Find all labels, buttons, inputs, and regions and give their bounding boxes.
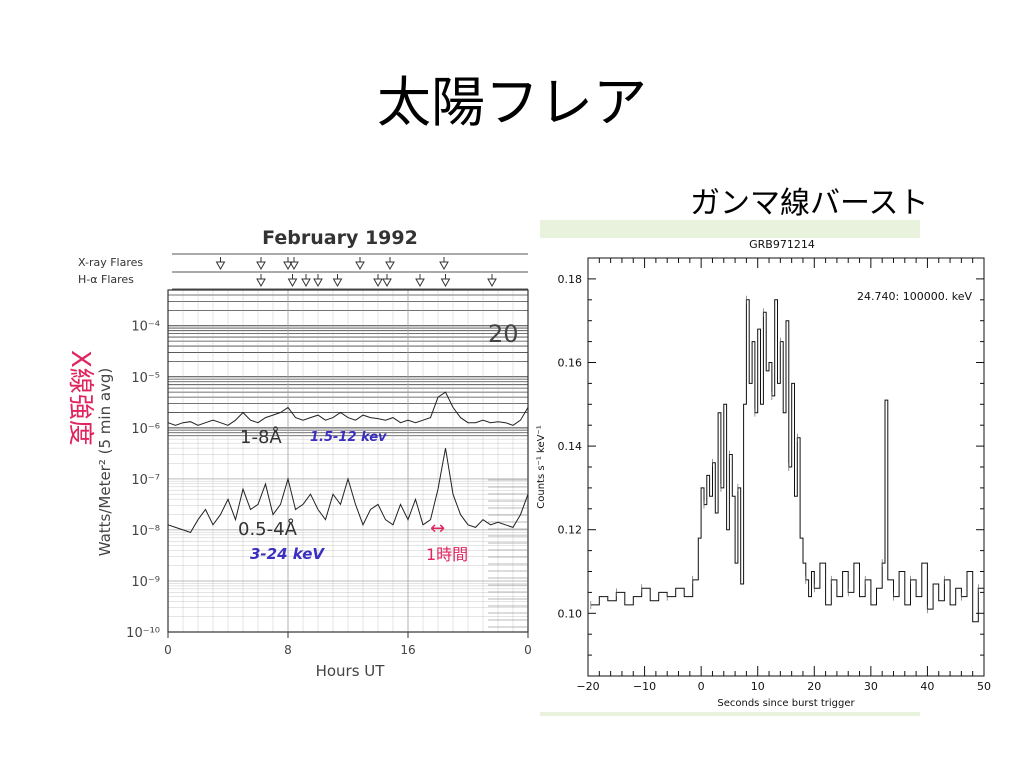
halpha-flare-marker [487,278,497,288]
flare-marker-rows [172,253,528,290]
halpha-flare-marker [287,278,298,288]
red-axis-note: X線強度 [65,350,95,446]
grb-y-tick-label: 0.10 [558,607,583,620]
grb-x-tick-label: 0 [698,680,705,693]
band2-label: 0.5-4Å [238,518,298,540]
y-tick-label: 10⁻⁶ [131,422,160,437]
halpha-flare-marker [440,278,451,288]
grb-y-tick-label: 0.18 [558,273,583,286]
grb-histogram-line [590,299,985,623]
y-tick-label: 10⁻⁴ [131,320,160,335]
x-tick-label: 0 [524,643,532,657]
y-axis-label: Watts/Meter² (5 min avg) [96,368,114,557]
time-note: 1時間 [426,545,468,564]
grb-x-tick-label: −20 [576,680,599,693]
grb-light-curve-chart: GRB971214 −20 −10 0 10 20 30 40 50 0.10 0.12 0.14 0… [536,238,991,709]
xray-flare-marker [256,261,266,271]
series-line-1-8A [167,391,529,426]
grb-plot-frame: GRB971214 −20 −10 0 10 20 30 40 50 0.10 0.12 0.14 0… [532,238,992,712]
chart-title: February 1992 [262,227,418,249]
halpha-flare-marker [313,278,323,288]
grb-title: GRB971214 [749,238,815,251]
series-line-0.5-4A [167,448,529,534]
grb-x-tick-label: 40 [920,680,934,693]
halpha-flare-marker [382,278,392,288]
row-label-xray: X-ray Flares [78,256,143,269]
slide-title: 太陽フレア [377,71,647,134]
x-tick-labels: 0 8 16 0 [164,632,532,657]
xray-flare-marker [215,261,226,271]
grb-series [590,295,985,623]
grb-y-tick-label: 0.12 [558,524,583,537]
grb-x-tick-label: 20 [807,680,821,693]
chart-paper [40,220,540,716]
halpha-flare-marker [301,278,311,288]
x-tick-label: 0 [164,643,172,657]
y-tick-label: 10⁻⁷ [131,473,160,488]
plot-border [167,289,529,633]
halpha-flare-marker [415,278,425,288]
grb-y-tick-label: 0.14 [558,440,583,453]
y-tick-label: 10⁻⁸ [131,524,160,539]
xray-flare-marker [289,261,299,271]
xray-flare-marker [283,261,293,271]
date-label: 20 [488,320,519,348]
halpha-flare-marker [332,278,343,288]
grb-y-axis-label: Counts s⁻¹ keV⁻¹ [536,425,547,508]
grb-ticks: −20 −10 0 10 20 30 40 50 0.10 0.12 0.14 0.16 0.18 [558,258,991,693]
chart-grid [167,289,529,633]
y-tick-labels: 10⁻⁴ 10⁻⁵ 10⁻⁶ 10⁻⁷ 10⁻⁸ 10⁻⁹ 10⁻¹⁰ [126,320,160,641]
series-lines [167,391,529,534]
xray-flare-marker [439,261,449,271]
y-tick-label: 10⁻⁵ [131,371,160,386]
band1-label: 1-8Å [240,426,282,448]
grb-x-tick-label: 50 [977,680,991,693]
grb-x-tick-label: 30 [864,680,878,693]
solar-flare-chart: February 1992 X-ray Flares H-α Flares 10… [40,220,540,716]
halpha-flare-marker [256,278,266,288]
row-label-halpha: H-α Flares [78,273,134,286]
time-arrow: ↔ [430,518,445,539]
grb-x-axis-label: Seconds since burst trigger [717,698,855,709]
halpha-flare-marker [373,278,383,288]
grb-x-tick-label: 10 [751,680,765,693]
grb-x-tick-label: −10 [633,680,656,693]
energy-range-label: 24.740: 100000. keV [857,290,972,303]
x-tick-label: 16 [400,643,415,657]
xray-flare-marker [385,261,395,271]
band1-energy: 1.5-12 kev [310,430,387,445]
band2-energy: 3-24 keV [250,545,325,563]
grb-y-tick-label: 0.16 [558,357,583,370]
x-axis-label: Hours UT [316,662,386,680]
x-tick-label: 8 [284,643,292,657]
slide-subtitle: ガンマ線バースト [690,186,929,221]
y-tick-label: 10⁻¹⁰ [126,626,160,641]
y-tick-label: 10⁻⁹ [131,575,160,590]
xray-flare-marker [355,261,365,271]
